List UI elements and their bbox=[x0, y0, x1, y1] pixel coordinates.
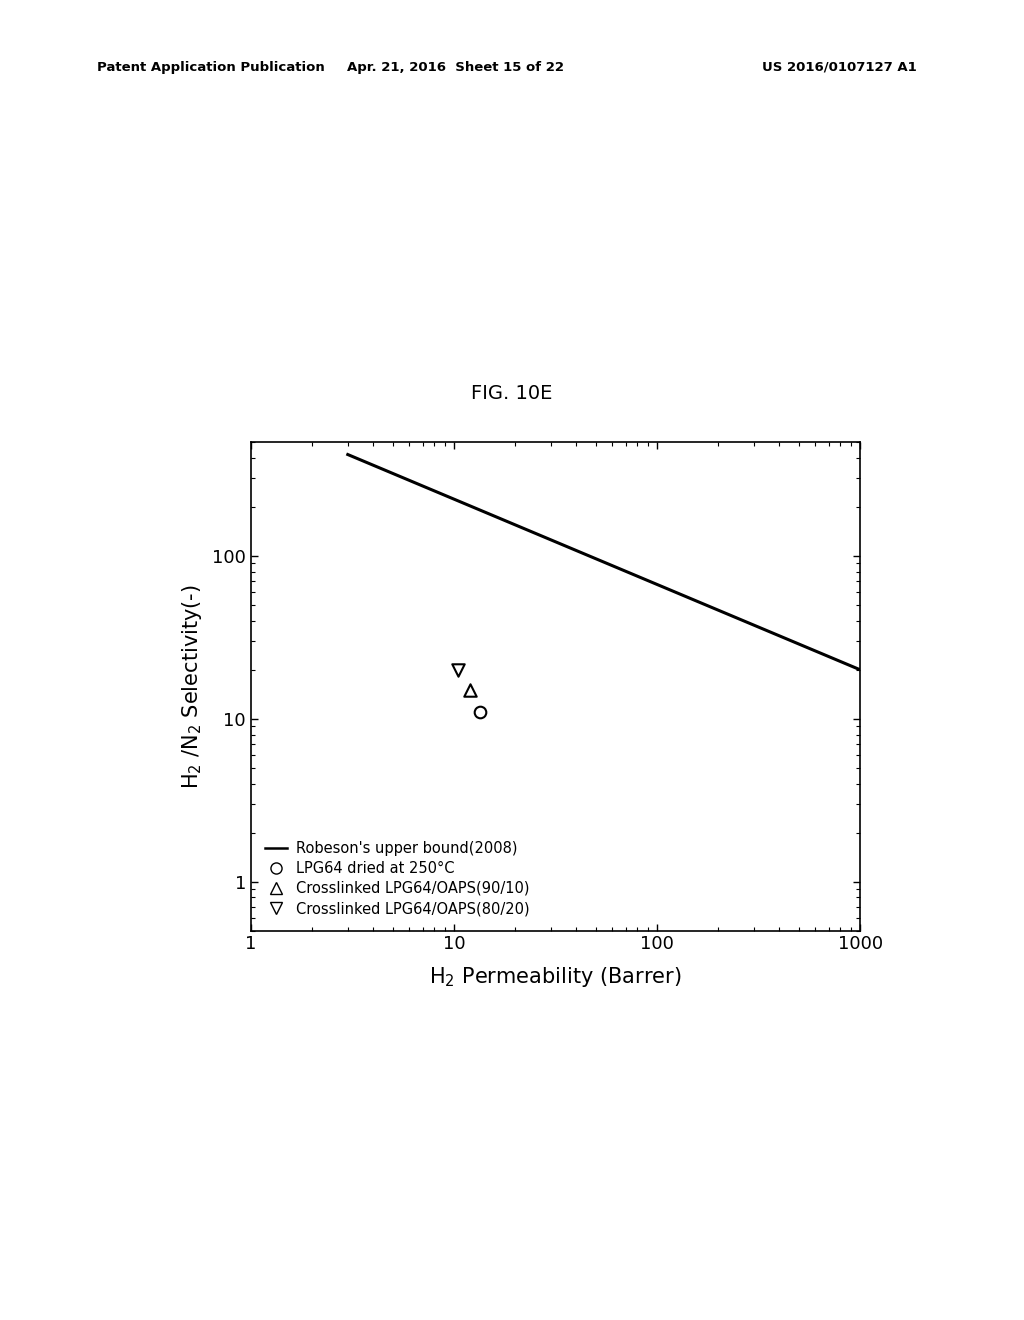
Point bbox=[451, 659, 467, 680]
Legend: Robeson's upper bound(2008), LPG64 dried at 250°C, Crosslinked LPG64/OAPS(90/10): Robeson's upper bound(2008), LPG64 dried… bbox=[258, 833, 537, 923]
Text: FIG. 10E: FIG. 10E bbox=[471, 384, 553, 403]
Text: US 2016/0107127 A1: US 2016/0107127 A1 bbox=[762, 61, 916, 74]
Y-axis label: H$_2$ /N$_2$ Selectivity(-): H$_2$ /N$_2$ Selectivity(-) bbox=[180, 583, 204, 789]
Point bbox=[472, 701, 488, 722]
X-axis label: H$_2$ Permeability (Barrer): H$_2$ Permeability (Barrer) bbox=[429, 965, 682, 989]
Text: Patent Application Publication: Patent Application Publication bbox=[97, 61, 325, 74]
Text: Apr. 21, 2016  Sheet 15 of 22: Apr. 21, 2016 Sheet 15 of 22 bbox=[347, 61, 564, 74]
Point bbox=[462, 680, 478, 701]
